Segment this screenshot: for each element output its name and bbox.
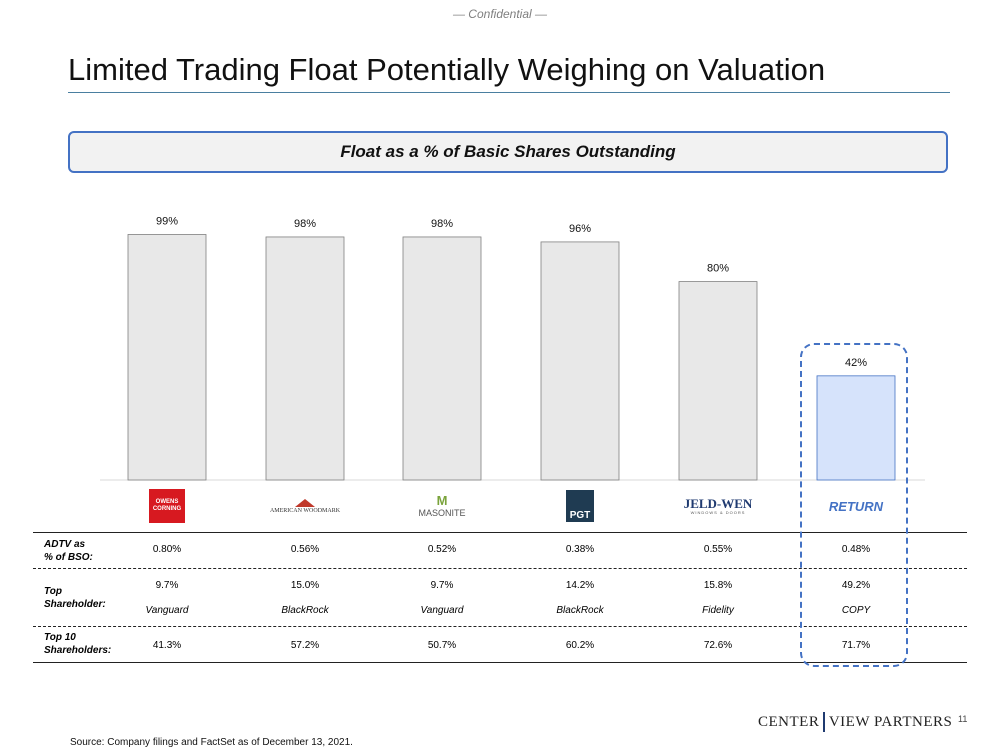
top10-cell: 57.2% [290,640,320,651]
top-shareholder-pct-cell: 9.7% [155,580,179,591]
adtv-cell: 0.80% [152,544,182,555]
chart-banner-label: Float as a % of Basic Shares Outstanding [340,142,676,161]
owens-corning-logo-mark: OWENS CORNING [149,489,185,523]
pgt-logo-text: PGT [569,510,591,521]
top-shareholder-pct-cell: 9.7% [430,580,454,591]
top-shareholder-name-cell: Vanguard [145,605,189,616]
bar-owens-corning [127,234,207,481]
top-shareholder-name-cell: COPY [841,605,871,616]
jeld-wen-logo: JELD-WEN WINDOWS & DOORS [672,488,764,524]
return-logo: RETURN [815,488,897,524]
roof-icon [295,499,315,507]
adtv-cell: 0.56% [290,544,320,555]
owens-corning-logo: OWENS CORNING [127,488,207,524]
top-shareholder-name-cell: Fidelity [702,605,734,616]
bar-pgt [540,241,620,481]
top10-cell: 71.7% [841,640,871,651]
table-bottom-rule [33,662,967,663]
bar-data-label: 80% [707,263,729,275]
jeld-wen-logo-text: JELD-WEN [683,496,753,511]
bar-jeld-wen [678,281,758,481]
top10-cell: 60.2% [565,640,595,651]
page-number: 11 [958,714,968,724]
adtv-cell: 0.48% [841,544,871,555]
top-shareholder-name-cell: BlackRock [556,605,604,616]
bar-masonite [402,236,482,481]
adtv-row-label: ADTV as % of BSO: [44,539,93,563]
top-shareholder-name-cell: Vanguard [420,605,464,616]
table-top-rule [33,532,967,533]
bar-data-label: 98% [431,218,453,230]
table-divider-2 [33,626,967,627]
chart-banner: Float as a % of Basic Shares Outstanding [68,131,948,173]
adtv-cell: 0.38% [565,544,595,555]
masonite-logo: M MASONITE [402,488,482,524]
page-title: Limited Trading Float Potentially Weighi… [68,52,826,87]
masonite-logo-text: MASONITE [418,508,466,518]
top10-cell: 72.6% [703,640,733,651]
adtv-cell: 0.52% [427,544,457,555]
adtv-cell: 0.55% [703,544,733,555]
owens-corning-logo-text: OWENS CORNING [152,499,182,512]
centerview-logo-right: VIEW PARTNERS [828,713,953,730]
masonite-m-icon: M [436,493,448,508]
pgt-logo: PGT [540,488,620,524]
top10-cell: 50.7% [427,640,457,651]
top-shareholder-pct-cell: 49.2% [841,580,871,591]
confidential-label: — Confidential — [452,7,548,21]
bar-american-woodmark [265,236,345,481]
bar-data-label: 96% [569,223,591,235]
top-shareholder-pct-cell: 15.8% [703,580,733,591]
jeld-wen-logo-subtext: WINDOWS & DOORS [690,510,746,515]
top10-cell: 41.3% [152,640,182,651]
return-highlight-box [800,343,908,667]
source-note: Source: Company filings and FactSet as o… [70,737,353,748]
pgt-logo-mark: PGT [566,490,594,522]
bar-data-label: 99% [156,215,178,227]
top-shareholder-name-cell: BlackRock [281,605,329,616]
return-logo-text: RETURN [828,498,884,514]
bar-data-label: 98% [294,218,316,230]
american-woodmark-logo: AMERICAN WOODMARK [258,488,352,524]
table-divider-1 [33,568,967,569]
title-rule [68,92,950,93]
top-shareholder-row-label: Top Shareholder: [44,586,106,610]
top-shareholder-pct-cell: 15.0% [290,580,320,591]
top-shareholder-pct-cell: 14.2% [565,580,595,591]
centerview-partners-logo: CENTER VIEW PARTNERS [758,712,952,732]
top10-row-label: Top 10 Shareholders: [44,632,112,656]
centerview-logo-divider [823,712,825,732]
bar-data-label: 42% [845,357,867,369]
american-woodmark-logo-text: AMERICAN WOODMARK [269,508,341,514]
bar-return [816,375,896,481]
centerview-logo-left: CENTER [758,713,820,730]
